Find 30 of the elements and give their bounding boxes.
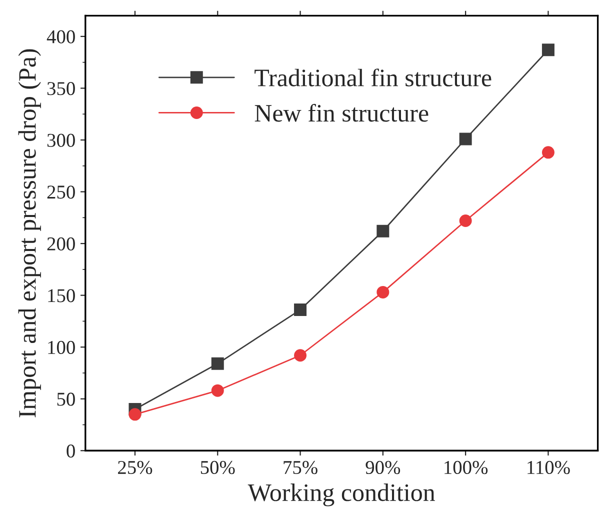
y-axis-title: Import and export pressure drop (Pa) xyxy=(18,49,41,418)
x-tick-label: 75% xyxy=(284,460,318,474)
point xyxy=(542,146,554,159)
point xyxy=(128,408,142,421)
point xyxy=(211,384,224,397)
y-tick-label: 400 xyxy=(46,30,75,44)
point xyxy=(376,286,390,298)
x-tick-label: 90% xyxy=(366,460,400,474)
x-axis-title: Working condition xyxy=(248,484,435,506)
point xyxy=(542,44,554,56)
y-tick-label: 250 xyxy=(47,186,75,199)
y-tick-label: 300 xyxy=(47,134,75,147)
y-tick-label: 200 xyxy=(47,237,75,250)
legend-label: Traditional fin structure xyxy=(254,68,492,86)
x-tick-label: 25% xyxy=(118,460,152,474)
legend-label: New fin structure xyxy=(254,104,428,122)
y-tick-label: 150 xyxy=(48,289,75,302)
x-tick-label: 110% xyxy=(528,460,570,474)
point xyxy=(294,304,307,316)
point xyxy=(459,132,472,146)
point xyxy=(376,224,390,238)
y-tick-label: 100 xyxy=(48,340,75,354)
y-tick-label: 50 xyxy=(57,392,75,406)
y-tick-label: 350 xyxy=(47,82,75,96)
x-tick-label: 50% xyxy=(200,460,235,474)
point xyxy=(294,349,307,362)
x-tick-label: 100% xyxy=(444,460,488,474)
y-tick-label: 0 xyxy=(66,444,75,458)
point xyxy=(459,214,472,228)
point xyxy=(211,357,224,370)
